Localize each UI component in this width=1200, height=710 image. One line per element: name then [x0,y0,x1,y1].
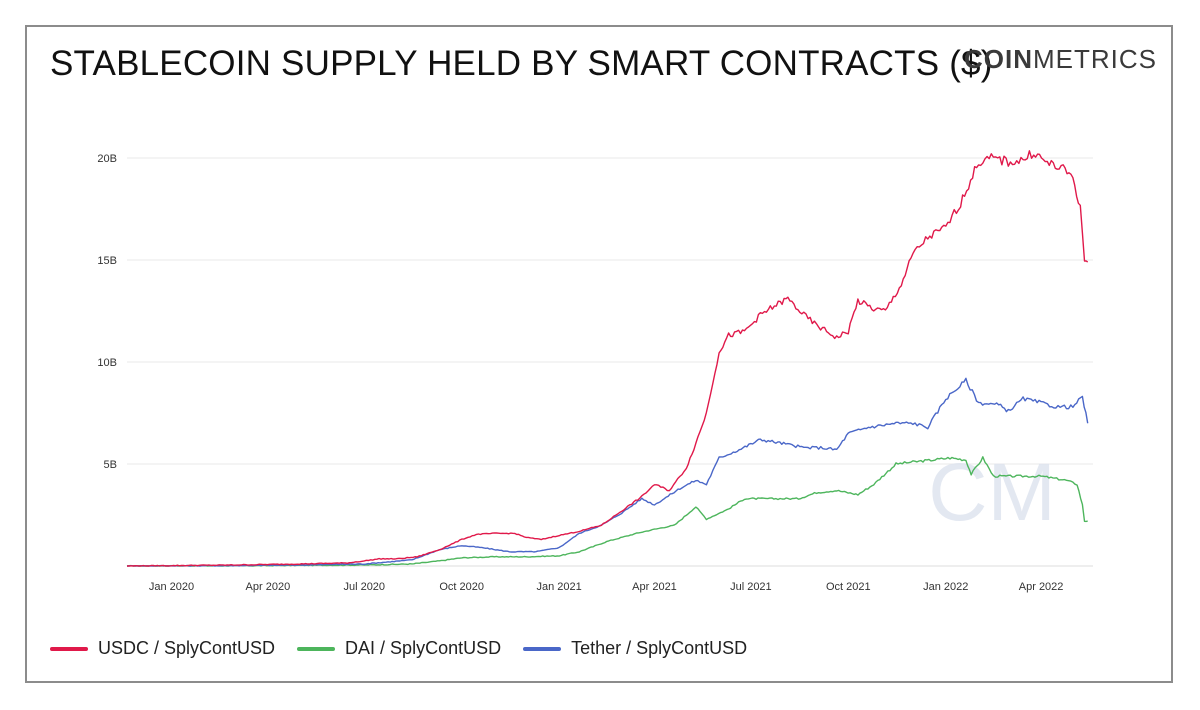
x-tick-label: Jan 2020 [149,581,194,593]
x-tick-label: Jan 2022 [923,581,968,593]
legend-item-usdc[interactable]: USDC / SplyContUSD [50,638,275,659]
legend-swatch-tether [523,646,562,651]
legend-label-usdc: USDC / SplyContUSD [98,638,276,658]
y-tick-label: 5B [104,459,117,471]
legend: USDC / SplyContUSD DAI / SplyContUSD Tet… [50,638,747,659]
y-axis-ticks: 5B 10B 15B 20B [97,153,117,471]
chart-frame [25,25,1173,683]
y-tick-label: 15B [97,255,117,267]
x-tick-label: Jul 2021 [730,581,772,593]
legend-swatch-usdc [50,646,88,651]
x-tick-label: Jan 2021 [537,581,582,593]
series-lines [126,150,1089,567]
legend-item-tether[interactable]: Tether / SplyContUSD [523,638,747,659]
series-line-usdc [127,150,1089,567]
cm-watermark: CM [928,447,1056,538]
legend-label-tether: Tether / SplyContUSD [571,638,748,658]
x-tick-label: Apr 2022 [1019,581,1064,593]
x-tick-label: Apr 2021 [632,581,677,593]
y-tick-label: 10B [97,357,117,369]
y-tick-label: 20B [97,153,117,165]
x-axis-ticks: Jan 2020 Apr 2020 Jul 2020 Oct 2020 Jan 2021… [149,581,1064,593]
legend-item-dai[interactable]: DAI / SplyContUSD [297,638,501,659]
chart-title: STABLECOIN SUPPLY HELD BY SMART CONTRACT… [50,44,993,83]
legend-label-dai: DAI / SplyContUSD [345,638,502,658]
logo-bold-text: COIN [964,44,1033,74]
x-tick-label: Oct 2020 [439,581,484,593]
coinmetrics-logo: COINMETRICS [964,44,1157,75]
legend-swatch-dai [297,646,336,651]
x-tick-label: Apr 2020 [246,581,291,593]
x-tick-label: Oct 2021 [826,581,871,593]
grid-lines [127,157,1093,567]
x-tick-label: Jul 2020 [343,581,385,593]
logo-light-text: METRICS [1033,44,1157,74]
